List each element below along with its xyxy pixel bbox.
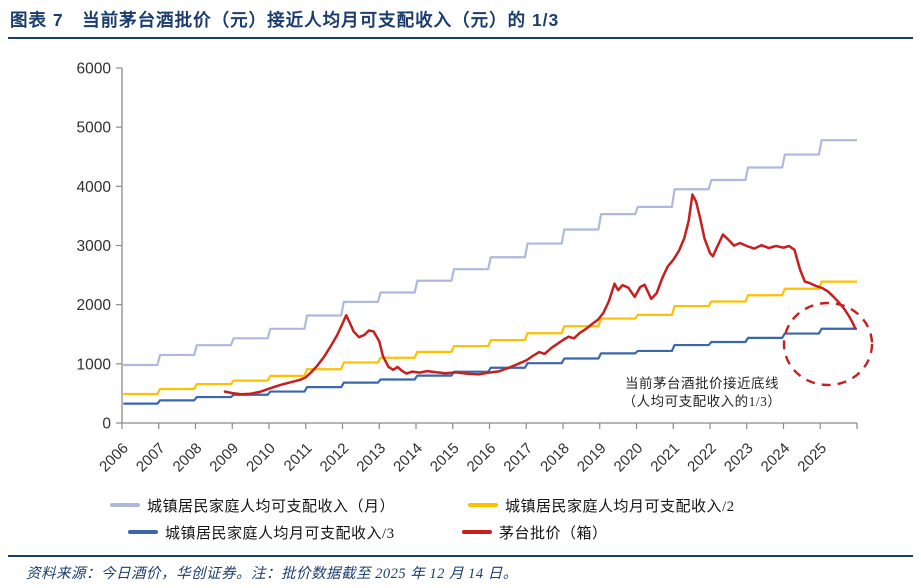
legend-label-income-third: 城镇居民家庭人均月可支配收入/3 [165, 525, 395, 542]
svg-text:2022: 2022 [684, 440, 720, 476]
svg-text:2006: 2006 [96, 440, 132, 476]
svg-text:6000: 6000 [77, 61, 112, 78]
svg-text:3000: 3000 [77, 238, 112, 255]
svg-text:2012: 2012 [317, 440, 353, 476]
svg-text:2000: 2000 [77, 297, 112, 314]
annotation-line-1: 当前茅台酒批价接近底线 [625, 375, 779, 391]
svg-text:2016: 2016 [464, 440, 500, 476]
svg-text:2015: 2015 [427, 440, 463, 476]
svg-text:2014: 2014 [390, 440, 426, 476]
svg-text:2024: 2024 [758, 440, 794, 476]
annotation-line-2: （人均可支配收入的1/3） [623, 394, 782, 409]
legend-swatch-income-half [468, 503, 498, 507]
legend-item-moutai: 茅台批价（箱） [462, 523, 608, 542]
svg-text:4000: 4000 [77, 179, 112, 196]
svg-text:2011: 2011 [281, 440, 316, 475]
axes: 0 1000 2000 3000 4000 5000 6000 2006 2007 2008 200… [77, 61, 858, 476]
legend-swatch-income-third [128, 530, 158, 534]
legend-item-income-month: 城镇居民家庭人均可支配收入（月） [110, 496, 396, 515]
svg-text:2019: 2019 [574, 440, 610, 476]
svg-text:2021: 2021 [647, 440, 683, 476]
legend-label-income-month: 城镇居民家庭人均可支配收入（月） [147, 498, 396, 515]
svg-text:2023: 2023 [721, 440, 757, 476]
legend-label-income-half: 城镇居民家庭人均月可支配收入/2 [505, 498, 735, 515]
figure-title: 图表 7 当前茅台酒批价（元）接近人均月可支配收入（元）的 1/3 [10, 10, 560, 30]
chart: 0 1000 2000 3000 4000 5000 6000 2006 2007 2008 200… [77, 61, 874, 476]
svg-text:5000: 5000 [77, 120, 112, 137]
legend-item-income-third: 城镇居民家庭人均月可支配收入/3 [128, 523, 395, 542]
series-lines [123, 139, 857, 405]
source-note: 资料来源：今日酒价，华创证券。注：批价数据截至 2025 年 12 月 14 日… [26, 566, 518, 582]
svg-text:1000: 1000 [77, 356, 112, 373]
svg-text:2013: 2013 [353, 440, 389, 476]
svg-text:2009: 2009 [206, 440, 242, 476]
footer-rule [8, 555, 913, 558]
svg-text:2020: 2020 [611, 440, 647, 476]
highlight-ellipse [782, 301, 874, 387]
svg-text:0: 0 [102, 416, 111, 433]
svg-text:2007: 2007 [133, 440, 169, 476]
svg-text:2017: 2017 [500, 440, 536, 476]
legend-swatch-income-month [110, 503, 140, 507]
svg-text:2025: 2025 [794, 440, 830, 476]
svg-text:2010: 2010 [243, 440, 279, 476]
title-rule [8, 37, 913, 40]
svg-text:2018: 2018 [537, 440, 573, 476]
svg-text:2008: 2008 [170, 440, 206, 476]
legend-item-income-half: 城镇居民家庭人均月可支配收入/2 [468, 496, 735, 515]
legend-label-moutai: 茅台批价（箱） [499, 525, 608, 542]
legend-swatch-moutai [462, 530, 492, 534]
